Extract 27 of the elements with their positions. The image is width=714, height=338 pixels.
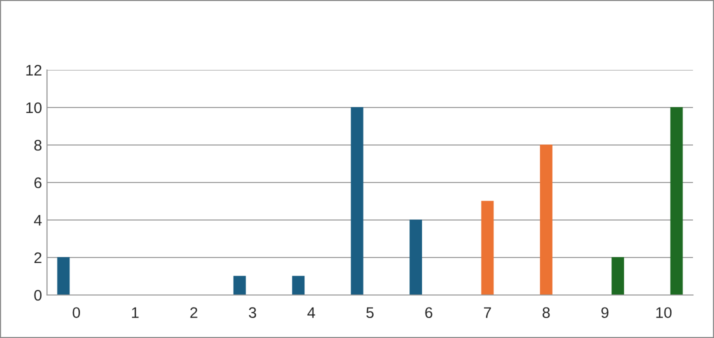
x-tick-label: 4: [307, 307, 316, 318]
bar: [481, 200, 494, 295]
bar: [350, 107, 364, 295]
bar: [292, 276, 305, 295]
x-tick-label: 1: [132, 307, 139, 318]
x-tick-label: 7: [484, 307, 491, 318]
y-tick-label: 4: [34, 215, 42, 226]
x-tick-label: 8: [542, 307, 550, 318]
y-tick-label: 12: [26, 64, 42, 76]
x-tick-label: 5: [366, 307, 374, 318]
x-tick-label: 0: [72, 307, 80, 318]
bar: [670, 107, 683, 295]
y-tick-label: 0: [34, 290, 42, 301]
bar: [612, 257, 624, 295]
y-tick-label: 10: [26, 102, 42, 114]
y-tick-label: 6: [34, 177, 42, 188]
x-tick-label: 9: [601, 307, 608, 318]
x-tick-label: 10: [656, 307, 672, 318]
bar: [233, 276, 246, 295]
bar: [540, 144, 552, 295]
x-tick-label: 2: [190, 307, 198, 318]
bar: [57, 257, 70, 295]
y-tick-label: 8: [34, 140, 42, 151]
y-tick-label: 2: [34, 252, 42, 264]
x-tick-label: 6: [425, 307, 432, 318]
bar: [410, 220, 422, 295]
x-tick-label: 3: [248, 307, 256, 318]
